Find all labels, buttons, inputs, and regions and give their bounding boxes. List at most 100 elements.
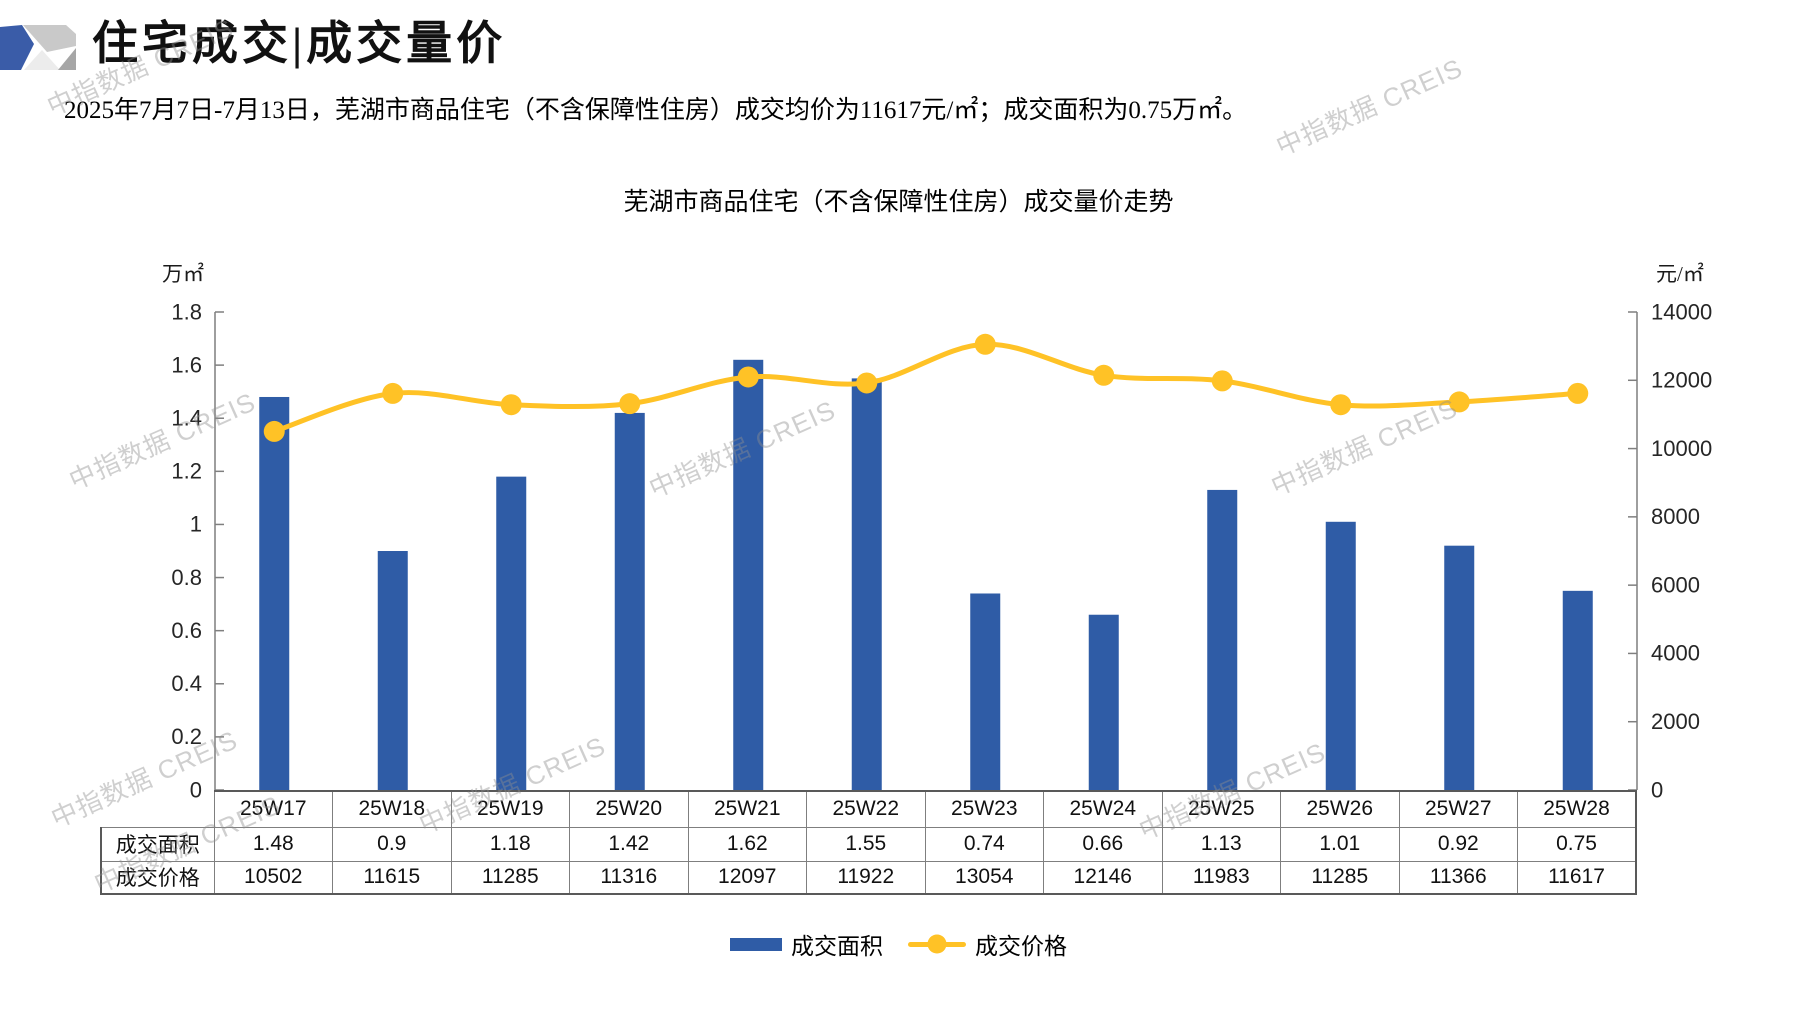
table-cell-25W19-price: 11285 [450, 860, 570, 895]
watermark: 中指数据 CREIS [1266, 392, 1463, 502]
right-axis-tick-label: 4000 [1651, 641, 1700, 666]
table-col-header-25W20: 25W20 [569, 790, 689, 828]
price-point-25W20 [619, 393, 641, 415]
chart-title: 芜湖市商品住宅（不含保障性住房）成交量价走势 [623, 189, 1174, 216]
table-cell-25W28-price: 11617 [1517, 860, 1637, 895]
table-col-header-25W26: 25W26 [1280, 790, 1400, 828]
table-cell-25W24-area: 0.66 [1043, 826, 1163, 862]
left-axis-tick-label: 0.4 [171, 671, 202, 696]
left-axis-tick-label: 0.6 [171, 618, 202, 643]
watermark: 中指数据 CREIS [1271, 52, 1468, 162]
price-point-25W21 [737, 366, 759, 388]
table-cell-25W22-area: 1.55 [806, 826, 926, 862]
right-axis-tick-label: 8000 [1651, 504, 1700, 529]
table-col-header-25W19: 25W19 [450, 790, 570, 828]
table-cell-25W21-area: 1.62 [687, 826, 807, 862]
table-cell-25W22-price: 11922 [806, 860, 926, 895]
summary-text: 2025年7月7日-7月13日，芜湖市商品住宅（不含保障性住房）成交均价为116… [64, 97, 1248, 124]
right-axis-tick-label: 12000 [1651, 368, 1712, 393]
area-bar-25W27 [1444, 545, 1475, 790]
legend: 成交面积 成交价格 [0, 927, 1797, 961]
table-cell-25W18-price: 11615 [332, 860, 452, 895]
price-legend-dot-icon [927, 934, 947, 954]
table-col-header-25W21: 25W21 [687, 790, 807, 828]
price-point-25W24 [1093, 364, 1115, 386]
price-point-25W26 [1330, 394, 1352, 416]
table-cell-25W20-area: 1.42 [569, 826, 689, 862]
page-title: 住宅成交|成交量价 [92, 18, 507, 69]
table-cell-25W23-area: 0.74 [924, 826, 1044, 862]
price-point-25W22 [856, 372, 878, 394]
table-col-header-25W28: 25W28 [1517, 790, 1637, 828]
price-point-25W28 [1567, 382, 1589, 404]
brand-logo [0, 25, 76, 70]
table-cell-25W17-price: 10502 [213, 860, 333, 895]
table-cell-25W26-price: 11285 [1280, 860, 1400, 895]
table-cell-25W21-price: 12097 [687, 860, 807, 895]
watermark: 中指数据 CREIS [64, 386, 261, 496]
price-point-25W18 [382, 382, 404, 404]
table-corner-cell [101, 791, 214, 827]
area-bar-25W19 [496, 476, 527, 790]
table-cell-25W27-price: 11366 [1398, 860, 1518, 895]
area-bar-25W21 [733, 359, 764, 790]
left-axis-tick-label: 1.8 [171, 299, 202, 324]
table-col-header-25W23: 25W23 [924, 790, 1044, 828]
price-line [271, 341, 1581, 434]
price-point-25W27 [1448, 391, 1470, 413]
table-cell-25W26-area: 1.01 [1280, 826, 1400, 862]
data-table: 25W17 25W18 25W19 25W20 25W21 25W22 25W23 25W24… [100, 790, 1637, 895]
table-col-header-25W17: 25W17 [213, 790, 333, 828]
right-axis-tick-label: 6000 [1651, 572, 1700, 597]
left-axis-tick-label: 1.6 [171, 352, 202, 377]
right-axis-unit-label: 元/㎡ [1656, 262, 1704, 286]
right-axis-tick-label: 0 [1651, 777, 1663, 802]
area-bar-25W23 [970, 593, 1001, 790]
table-col-header-25W24: 25W24 [1043, 790, 1163, 828]
left-axis-tick-label: 0.2 [171, 724, 202, 749]
left-axis-tick-label: 1.4 [171, 405, 202, 430]
price-legend-swatch [908, 934, 966, 954]
table-cell-25W23-price: 13054 [924, 860, 1044, 895]
right-axis-tick-label: 10000 [1651, 436, 1712, 461]
table-cell-25W17-area: 1.48 [213, 826, 333, 862]
area-bar-25W18 [377, 551, 408, 790]
right-axis-tick-label: 2000 [1651, 709, 1700, 734]
area-bar-25W22 [851, 378, 882, 790]
price-point-25W23 [974, 333, 996, 355]
table-cell-25W27-area: 0.92 [1398, 826, 1518, 862]
table-cell-25W28-area: 0.75 [1517, 826, 1637, 862]
logo-lightgray-shape [24, 50, 60, 70]
logo-blue-shape [0, 25, 34, 70]
watermark: 中指数据 CREIS [644, 394, 841, 504]
price-point-25W19 [500, 394, 522, 416]
table-cell-25W18-area: 0.9 [332, 826, 452, 862]
right-axis-tick-label: 14000 [1651, 299, 1712, 324]
area-bar-25W24 [1088, 614, 1119, 790]
table-row-header-price: 成交价格 [100, 860, 215, 895]
table-col-header-25W27: 25W27 [1398, 790, 1518, 828]
area-legend-swatch [730, 937, 782, 951]
table-cell-25W20-price: 11316 [569, 860, 689, 895]
logo-gray-shape [23, 25, 76, 52]
left-axis-tick-label: 0.8 [171, 565, 202, 590]
table-cell-25W25-price: 11983 [1161, 860, 1281, 895]
table-col-header-25W18: 25W18 [332, 790, 452, 828]
price-legend-label: 成交价格 [975, 934, 1067, 959]
area-bar-25W17 [259, 396, 290, 790]
area-legend-label: 成交面积 [791, 934, 883, 959]
price-point-25W17 [263, 420, 285, 442]
table-cell-25W24-price: 12146 [1043, 860, 1163, 895]
area-bar-25W20 [614, 412, 645, 790]
table-col-header-25W25: 25W25 [1161, 790, 1281, 828]
area-bar-25W25 [1207, 489, 1238, 790]
table-cell-25W19-area: 1.18 [450, 826, 570, 862]
area-bar-25W28 [1562, 590, 1593, 790]
price-point-25W25 [1211, 370, 1233, 392]
left-axis-tick-label: 1.2 [171, 459, 202, 484]
left-axis-unit-label: 万㎡ [162, 262, 204, 286]
area-bar-25W26 [1325, 521, 1356, 790]
table-cell-25W25-area: 1.13 [1161, 826, 1281, 862]
table-col-header-25W22: 25W22 [806, 790, 926, 828]
